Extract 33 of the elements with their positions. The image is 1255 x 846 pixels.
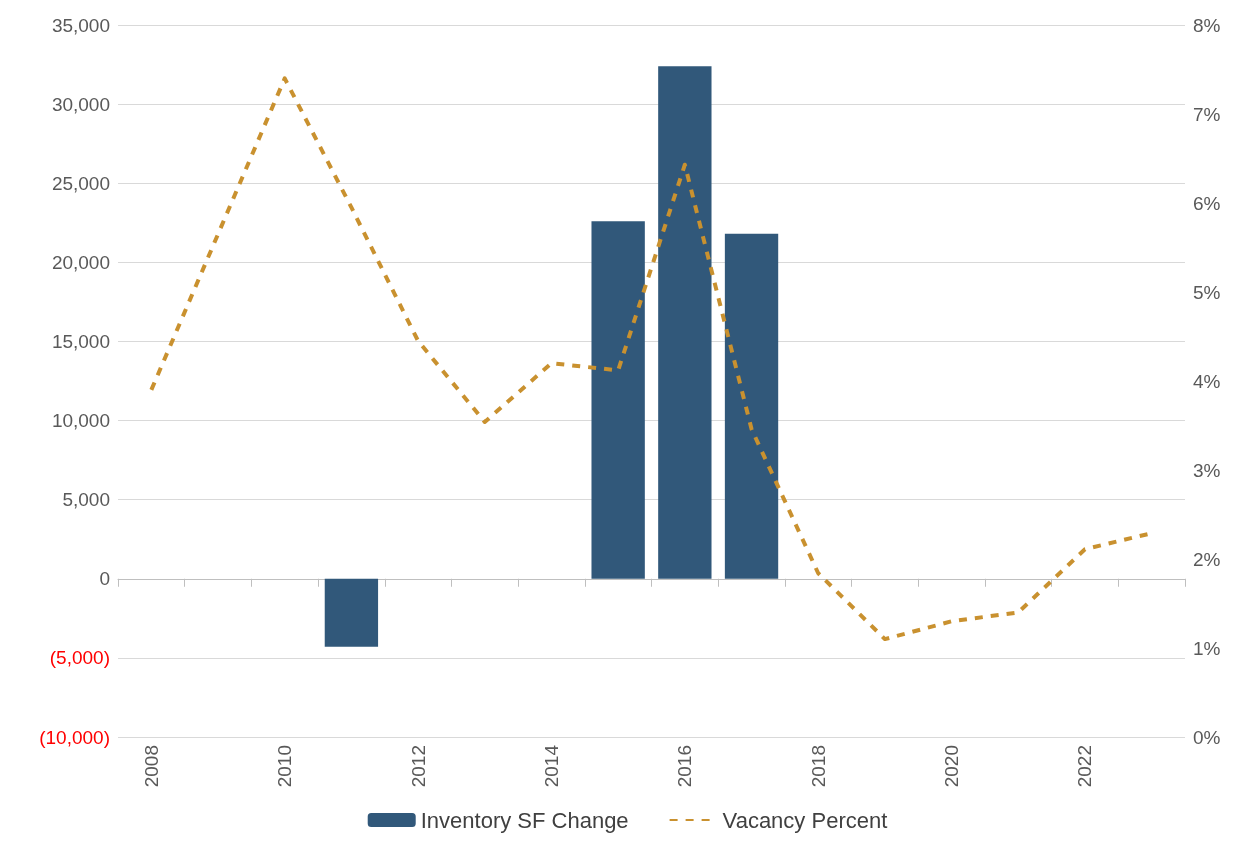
legend-label: Inventory SF Change bbox=[420, 807, 629, 833]
y-tick-label: 20,000 bbox=[51, 251, 110, 273]
y2-tick-label: 5% bbox=[1193, 281, 1221, 303]
y2-tick-label: 2% bbox=[1193, 548, 1221, 570]
x-tick-label: 2018 bbox=[807, 745, 829, 788]
bar bbox=[658, 66, 712, 579]
y-tick-label: 35,000 bbox=[51, 14, 110, 36]
y-tick-label: (10,000) bbox=[39, 726, 110, 748]
y-tick-label: 25,000 bbox=[51, 172, 110, 194]
y-tick-label: 15,000 bbox=[51, 330, 110, 352]
bar bbox=[324, 578, 379, 647]
x-tick-label: 2012 bbox=[407, 745, 429, 788]
y-tick-label: 0 bbox=[99, 568, 110, 590]
y-tick-label: 30,000 bbox=[51, 93, 110, 115]
x-tick-label: 2022 bbox=[1074, 745, 1096, 788]
y2-tick-label: 6% bbox=[1193, 192, 1221, 214]
x-tick-label: 2016 bbox=[674, 745, 696, 788]
y2-tick-label: 4% bbox=[1193, 370, 1221, 392]
x-tick-label: 2020 bbox=[941, 745, 963, 788]
y2-tick-label: 1% bbox=[1193, 637, 1221, 659]
bar bbox=[591, 221, 645, 579]
bar bbox=[724, 233, 779, 579]
y2-tick-label: 7% bbox=[1193, 103, 1221, 125]
y-tick-label: 5,000 bbox=[62, 489, 110, 511]
y-tick-label: (5,000) bbox=[49, 647, 110, 669]
x-tick-label: 2008 bbox=[140, 745, 162, 788]
y2-tick-label: 0% bbox=[1193, 726, 1221, 748]
x-tick-label: 2010 bbox=[274, 745, 296, 788]
y2-tick-label: 3% bbox=[1193, 459, 1221, 481]
y2-tick-label: 8% bbox=[1193, 14, 1221, 36]
y-tick-label: 10,000 bbox=[51, 410, 110, 432]
legend-label: Vacancy Percent bbox=[722, 807, 888, 833]
x-tick-label: 2014 bbox=[540, 744, 562, 788]
